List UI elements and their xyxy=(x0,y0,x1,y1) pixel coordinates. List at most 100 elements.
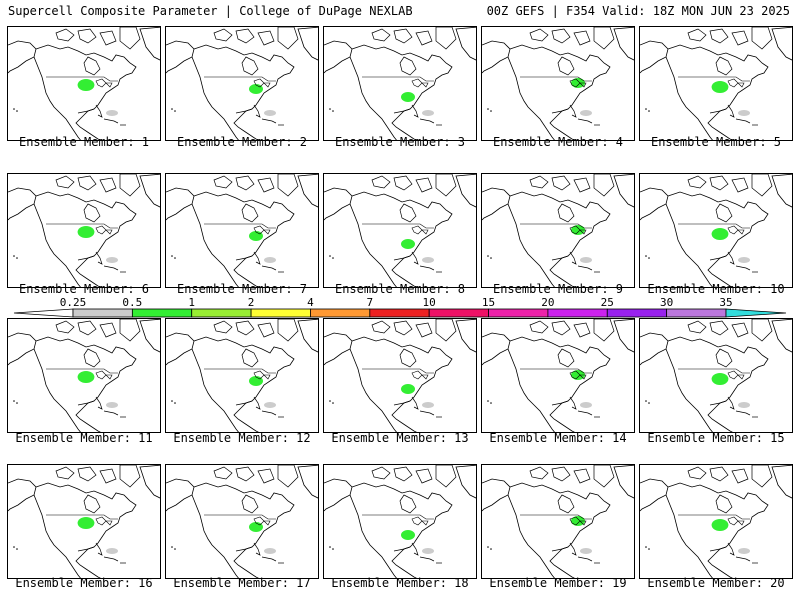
scp-contour xyxy=(249,522,263,532)
colorbar-tick-label: 10 xyxy=(422,296,436,309)
colorbar-segment xyxy=(310,308,371,318)
map-panel xyxy=(481,26,635,141)
scp-contour xyxy=(580,110,592,116)
map-panel xyxy=(639,318,793,433)
colorbar-tick-label: 4 xyxy=(307,296,314,309)
colorbar-tick-label: 35 xyxy=(719,296,733,309)
member-label: Ensemble Member: 8 xyxy=(334,282,466,296)
map-panel xyxy=(639,173,793,288)
scp-contour xyxy=(711,81,729,93)
scp-contour xyxy=(738,110,750,116)
chart-title: Supercell Composite Parameter | College … xyxy=(8,4,413,18)
scp-contour xyxy=(77,371,95,383)
member-label: Ensemble Member: 4 xyxy=(492,135,624,149)
member-label: Ensemble Member: 15 xyxy=(647,431,785,445)
map-panel xyxy=(481,318,635,433)
scp-contour xyxy=(580,257,592,263)
scp-contour xyxy=(264,110,276,116)
member-label: Ensemble Member: 7 xyxy=(176,282,308,296)
scp-contour xyxy=(422,402,434,408)
colorbar-segment xyxy=(666,308,727,318)
colorbar-tick-label: 1 xyxy=(188,296,196,309)
scp-contour xyxy=(264,402,276,408)
scp-contour xyxy=(571,516,585,526)
member-label: Ensemble Member: 20 xyxy=(647,576,785,590)
map-panel xyxy=(7,26,161,141)
map-panel xyxy=(323,318,477,433)
colorbar-segment xyxy=(250,308,311,318)
scp-contour xyxy=(422,548,434,554)
member-label: Ensemble Member: 9 xyxy=(492,282,624,296)
scp-contour xyxy=(249,231,263,241)
member-label: Ensemble Member: 18 xyxy=(331,576,469,590)
scp-contour xyxy=(571,370,585,380)
scp-contour xyxy=(738,402,750,408)
scp-contour xyxy=(571,78,585,88)
map-panel xyxy=(323,173,477,288)
scp-contour xyxy=(249,376,263,386)
scp-contour xyxy=(422,110,434,116)
map-panel xyxy=(165,464,319,579)
scp-contour xyxy=(77,517,95,529)
scp-contour xyxy=(401,239,415,249)
scp-contour xyxy=(738,257,750,263)
map-panel xyxy=(481,173,635,288)
scp-contour xyxy=(711,228,729,240)
member-label: Ensemble Member: 1 xyxy=(18,135,150,149)
scp-contour xyxy=(738,548,750,554)
scp-contour xyxy=(580,548,592,554)
scp-contour xyxy=(106,110,118,116)
scp-contour xyxy=(77,79,95,91)
map-panel xyxy=(165,318,319,433)
scp-contour xyxy=(580,402,592,408)
colorbar-tick-label: 2 xyxy=(247,296,255,309)
colorbar-segment xyxy=(191,308,252,318)
scp-contour xyxy=(401,530,415,540)
member-label: Ensemble Member: 5 xyxy=(650,135,782,149)
scp-contour xyxy=(401,92,415,102)
member-label: Ensemble Member: 19 xyxy=(489,576,627,590)
map-panel xyxy=(639,26,793,141)
member-label: Ensemble Member: 14 xyxy=(489,431,627,445)
member-label: Ensemble Member: 10 xyxy=(647,282,785,296)
member-label: Ensemble Member: 11 xyxy=(15,431,153,445)
valid-time: 00Z GEFS | F354 Valid: 18Z MON JUN 23 20… xyxy=(486,4,790,18)
scp-contour xyxy=(711,373,729,385)
map-panel xyxy=(323,26,477,141)
colorbar-segment xyxy=(606,308,668,318)
map-panel xyxy=(165,26,319,141)
scp-contour xyxy=(571,225,585,235)
scp-contour xyxy=(264,548,276,554)
colorbar-tick-label: 0.5 xyxy=(122,296,143,309)
scp-contour xyxy=(401,384,415,394)
colorbar-segment xyxy=(13,308,74,318)
map-panel xyxy=(7,173,161,288)
scp-contour xyxy=(711,519,729,531)
map-panel xyxy=(481,464,635,579)
member-label: Ensemble Member: 17 xyxy=(173,576,311,590)
scp-contour xyxy=(106,257,118,263)
scp-contour xyxy=(422,257,434,263)
member-label: Ensemble Member: 6 xyxy=(18,282,150,296)
member-label: Ensemble Member: 12 xyxy=(173,431,311,445)
colorbar-segment xyxy=(428,308,489,318)
scp-contour xyxy=(106,548,118,554)
colorbar-segment xyxy=(547,308,608,318)
colorbar-segment xyxy=(369,308,430,318)
map-panel xyxy=(323,464,477,579)
scp-contour xyxy=(264,257,276,263)
colorbar-segment xyxy=(72,308,133,318)
colorbar-tick-label: 20 xyxy=(541,296,555,309)
colorbar-segment xyxy=(725,308,787,318)
member-label: Ensemble Member: 16 xyxy=(15,576,153,590)
colorbar-tick-label: 7 xyxy=(366,296,374,309)
map-panel xyxy=(639,464,793,579)
member-label: Ensemble Member: 3 xyxy=(334,135,466,149)
map-panel xyxy=(7,464,161,579)
colorbar-segment xyxy=(131,308,193,318)
map-panel xyxy=(165,173,319,288)
scp-contour xyxy=(77,226,95,238)
map-panel xyxy=(7,318,161,433)
colorbar-tick-label: 15 xyxy=(481,296,496,309)
colorbar-tick-label: 30 xyxy=(660,296,674,309)
